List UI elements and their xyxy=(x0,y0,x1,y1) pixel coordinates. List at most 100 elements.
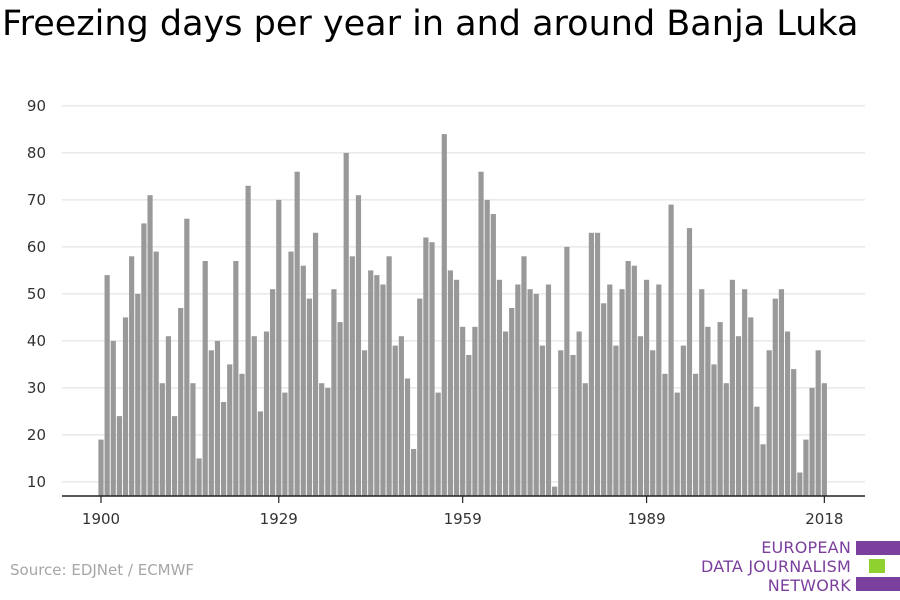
y-tick-label: 10 xyxy=(27,473,46,491)
bar xyxy=(699,289,705,496)
bar xyxy=(245,185,251,497)
bar xyxy=(178,308,184,496)
bar xyxy=(343,152,349,496)
bar xyxy=(447,270,454,496)
bar xyxy=(656,284,662,496)
bar xyxy=(643,279,650,496)
bar xyxy=(742,289,748,496)
bar xyxy=(680,345,686,496)
bar xyxy=(104,275,110,496)
bar xyxy=(294,171,300,496)
source-note: Source: EDJNet / ECMWF xyxy=(10,561,195,579)
bar xyxy=(233,261,239,496)
bar xyxy=(484,199,490,496)
bar xyxy=(693,373,699,496)
bar xyxy=(509,308,515,496)
bar xyxy=(772,298,778,496)
bar xyxy=(760,444,766,496)
bar xyxy=(349,256,355,496)
bar xyxy=(527,289,533,496)
bar xyxy=(625,261,631,496)
y-tick-label: 40 xyxy=(27,332,46,350)
bar xyxy=(803,439,809,496)
x-tick-label: 1989 xyxy=(627,510,665,528)
y-tick-label: 20 xyxy=(27,426,46,444)
bar xyxy=(533,293,539,496)
bar xyxy=(815,350,821,496)
logo-bar-purple-bottom xyxy=(856,577,900,591)
bar xyxy=(668,204,674,496)
bar xyxy=(361,350,368,496)
bar xyxy=(276,199,282,496)
bar xyxy=(545,284,552,496)
x-tick-label: 1929 xyxy=(260,510,298,528)
bar xyxy=(619,289,625,496)
bar xyxy=(778,289,785,496)
bar xyxy=(582,383,588,496)
bar xyxy=(288,251,294,496)
bar xyxy=(380,284,386,496)
y-tick-label: 70 xyxy=(27,191,46,209)
bar xyxy=(337,322,343,496)
bar xyxy=(208,350,214,496)
bar xyxy=(270,289,276,496)
bar xyxy=(766,350,772,496)
bar xyxy=(453,279,460,496)
bar xyxy=(196,458,202,496)
bar xyxy=(386,256,392,496)
bar xyxy=(221,402,227,496)
logo-line-2: DATA JOURNALISM xyxy=(701,557,851,576)
bars xyxy=(98,134,827,497)
bar xyxy=(135,293,141,496)
bar xyxy=(435,392,441,496)
bar xyxy=(312,232,319,497)
logo-line-1: EUROPEAN xyxy=(761,538,851,557)
y-tick-label: 60 xyxy=(27,238,46,256)
bar xyxy=(729,279,735,496)
bar xyxy=(552,486,558,496)
bar xyxy=(502,331,509,496)
bar xyxy=(355,195,362,496)
bar xyxy=(515,284,521,496)
bar xyxy=(417,298,423,496)
bar xyxy=(98,439,104,496)
bar xyxy=(368,270,374,496)
bar xyxy=(306,298,313,496)
bar xyxy=(460,326,466,496)
bar xyxy=(116,416,122,496)
bar xyxy=(686,228,693,496)
logo-line-3: NETWORK xyxy=(767,576,851,595)
bar xyxy=(496,279,503,496)
bar xyxy=(754,406,760,496)
bar xyxy=(300,265,306,496)
bar xyxy=(184,218,190,496)
bar xyxy=(650,350,656,496)
bar-chart: 10 20 30 40 50 60 70 80 90 1900 1929 1959 1989 2018 xyxy=(27,97,865,528)
bar xyxy=(711,364,717,496)
bar xyxy=(674,392,680,496)
bar xyxy=(331,289,337,496)
bar xyxy=(594,232,601,497)
bar xyxy=(472,326,478,496)
y-tick-label: 50 xyxy=(27,285,46,303)
bar xyxy=(325,387,331,496)
chart-title: Freezing days per year in and around Ban… xyxy=(2,4,859,44)
bar xyxy=(441,134,447,496)
bar xyxy=(521,256,527,496)
bar xyxy=(809,387,815,496)
y-axis-labels: 10 20 30 40 50 60 70 80 90 xyxy=(27,97,46,491)
bar xyxy=(398,336,404,496)
x-tick-label: 2018 xyxy=(805,510,843,528)
bar xyxy=(558,350,564,496)
bar xyxy=(165,336,172,496)
x-axis-labels: 1900 1929 1959 1989 2018 xyxy=(82,496,843,528)
bar xyxy=(466,355,472,496)
bar xyxy=(202,261,208,496)
x-tick-label: 1959 xyxy=(444,510,482,528)
bar xyxy=(411,449,417,496)
bar xyxy=(153,251,159,496)
bar xyxy=(570,355,576,496)
bar xyxy=(129,256,135,496)
bar xyxy=(601,303,607,496)
bar xyxy=(374,275,380,496)
